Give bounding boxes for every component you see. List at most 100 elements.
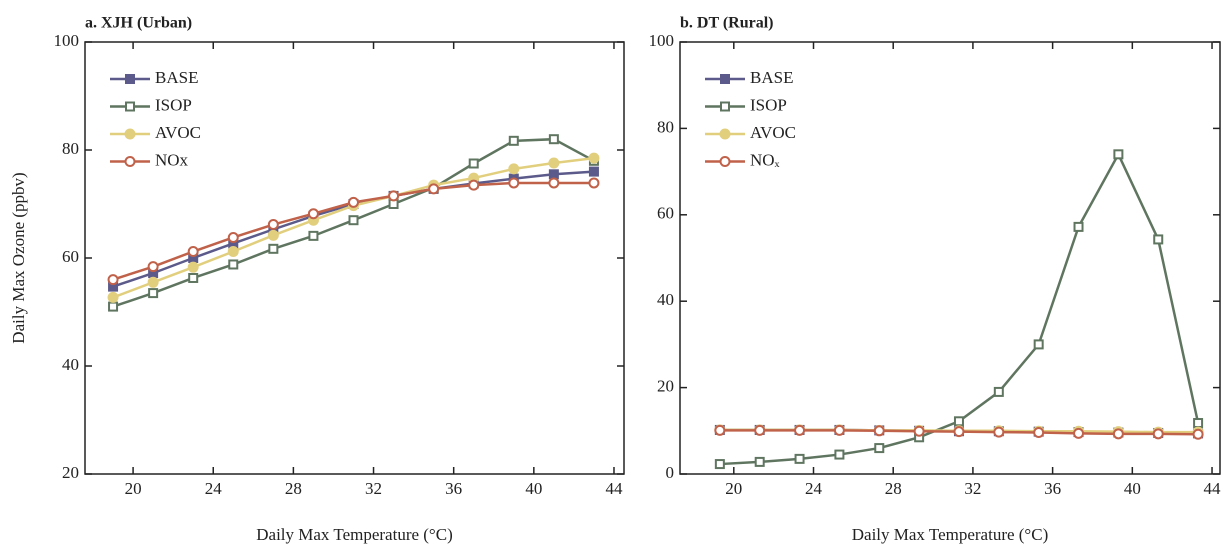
- legend-marker: [124, 156, 136, 167]
- point: [1192, 428, 1204, 440]
- x-tick-label: 40: [1124, 479, 1141, 498]
- y-axis-label: Daily Max Ozone (ppbv): [9, 172, 28, 343]
- point: [107, 274, 119, 286]
- y-tick-label: 0: [666, 463, 675, 482]
- point: [873, 425, 885, 437]
- point: [227, 246, 239, 258]
- y-tick-label: 60: [62, 247, 79, 266]
- legend-label: NOₓ: [750, 150, 780, 169]
- legend-marker: [124, 128, 136, 140]
- legend-label: AVOC: [750, 123, 796, 142]
- legend-label: NOx: [155, 150, 189, 169]
- x-tick-label: 32: [365, 479, 382, 498]
- point: [308, 230, 319, 241]
- y-tick-label: 20: [657, 377, 674, 396]
- point: [227, 231, 239, 243]
- x-axis-label: Daily Max Temperature (°C): [256, 525, 452, 544]
- point: [588, 166, 599, 177]
- legend-label: ISOP: [750, 95, 787, 114]
- point: [993, 426, 1005, 438]
- point: [148, 288, 159, 299]
- point: [548, 157, 560, 169]
- point: [1033, 427, 1045, 439]
- point: [268, 243, 279, 254]
- point: [468, 179, 480, 191]
- panel-title: a. XJH (Urban): [85, 15, 192, 32]
- point: [1033, 339, 1044, 350]
- x-tick-label: 32: [964, 479, 981, 498]
- legend-marker: [719, 128, 731, 140]
- point: [1112, 428, 1124, 440]
- y-tick-label: 60: [657, 204, 674, 223]
- point: [548, 134, 559, 145]
- point: [107, 291, 119, 303]
- point: [508, 177, 520, 189]
- point: [833, 424, 845, 436]
- point: [588, 152, 600, 164]
- point: [348, 215, 359, 226]
- point: [993, 386, 1004, 397]
- point: [508, 163, 520, 175]
- point: [714, 424, 726, 436]
- point: [468, 158, 479, 169]
- y-tick-label: 40: [657, 290, 674, 309]
- legend-marker: [720, 74, 730, 84]
- point: [1152, 428, 1164, 440]
- point: [754, 456, 765, 467]
- point: [267, 219, 279, 231]
- point: [834, 449, 845, 460]
- point: [428, 183, 440, 195]
- legend-marker: [125, 74, 135, 84]
- y-tick-label: 80: [62, 139, 79, 158]
- legend-label: ISOP: [155, 95, 192, 114]
- point: [714, 459, 725, 470]
- point: [147, 261, 159, 273]
- point: [228, 259, 239, 270]
- y-tick-label: 100: [54, 31, 80, 50]
- point: [754, 424, 766, 436]
- plot-frame: [679, 41, 1221, 475]
- point: [188, 272, 199, 283]
- legend-label: BASE: [750, 68, 793, 87]
- panel-title: b. DT (Rural): [680, 15, 774, 32]
- point: [187, 261, 199, 273]
- point: [953, 416, 964, 427]
- point: [1073, 221, 1084, 232]
- x-tick-label: 36: [1044, 479, 1061, 498]
- point: [953, 426, 965, 438]
- y-tick-label: 100: [649, 31, 675, 50]
- point: [307, 208, 319, 220]
- point: [267, 229, 279, 241]
- point: [1153, 234, 1164, 245]
- legend-label: BASE: [155, 68, 198, 87]
- point: [1193, 418, 1204, 429]
- point: [347, 196, 359, 208]
- point: [1113, 149, 1124, 160]
- legend-marker: [125, 101, 135, 112]
- x-tick-label: 28: [285, 479, 302, 498]
- legend-label: AVOC: [155, 123, 201, 142]
- point: [913, 425, 925, 437]
- x-tick-label: 44: [1204, 479, 1222, 498]
- legend-marker: [720, 101, 730, 112]
- x-tick-label: 20: [725, 479, 742, 498]
- point: [108, 301, 119, 312]
- x-tick-label: 24: [805, 479, 823, 498]
- point: [1073, 427, 1085, 439]
- point: [548, 177, 560, 189]
- point: [588, 177, 600, 189]
- point: [794, 453, 805, 464]
- x-axis-label: Daily Max Temperature (°C): [852, 525, 1048, 544]
- point: [874, 443, 885, 454]
- x-tick-label: 24: [205, 479, 223, 498]
- legend-marker: [719, 156, 731, 167]
- point: [794, 424, 806, 436]
- x-tick-label: 28: [885, 479, 902, 498]
- point: [548, 169, 559, 180]
- point: [388, 190, 400, 202]
- x-tick-label: 36: [445, 479, 462, 498]
- point: [147, 276, 159, 288]
- x-tick-label: 40: [525, 479, 542, 498]
